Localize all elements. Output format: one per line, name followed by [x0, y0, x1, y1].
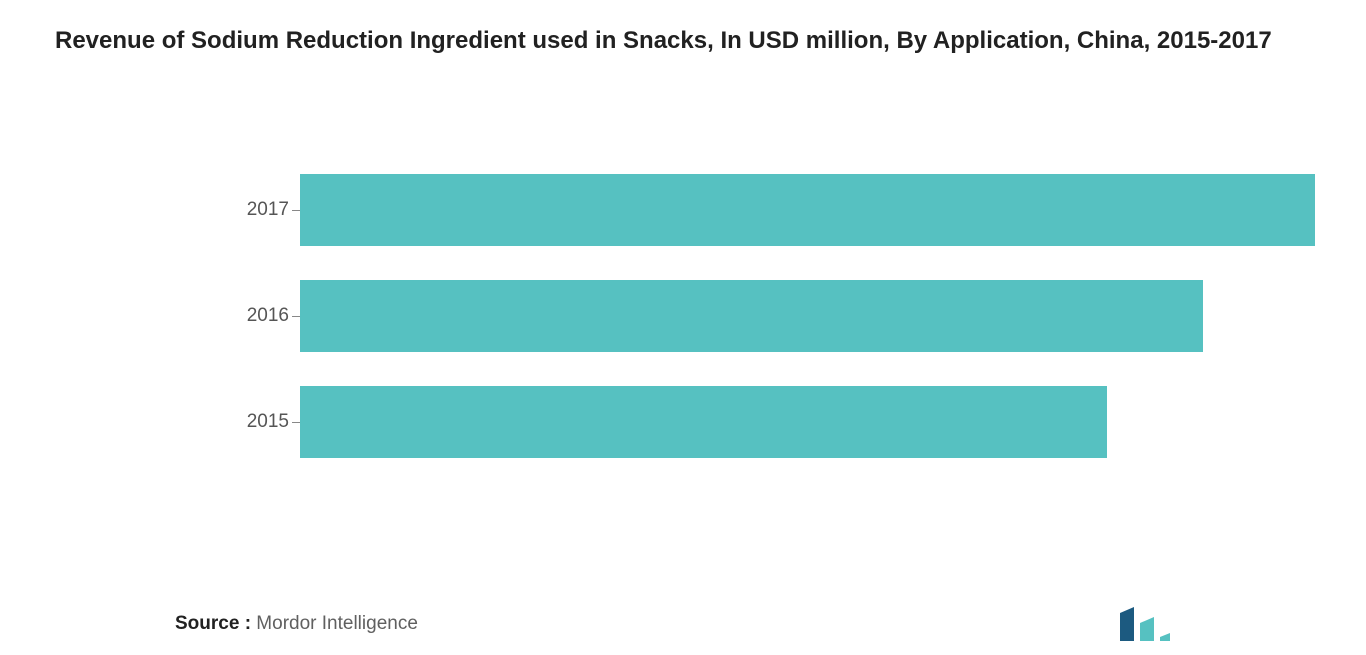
- y-axis-label: 2017: [209, 174, 289, 246]
- y-axis-label: 2015: [209, 386, 289, 458]
- axis-tick: [292, 210, 300, 211]
- axis-tick: [292, 316, 300, 317]
- chart-title: Revenue of Sodium Reduction Ingredient u…: [0, 20, 1366, 56]
- bar-2016: [300, 280, 1203, 352]
- source-value: Mordor Intelligence: [251, 613, 418, 634]
- y-axis-label: 2016: [209, 280, 289, 352]
- mordor-logo-icon: [1120, 607, 1170, 641]
- bar-2017: [300, 174, 1315, 246]
- axis-tick: [292, 422, 300, 423]
- plot-area: 2017 2016 2015: [300, 156, 1315, 516]
- bar-row: [300, 280, 1203, 352]
- source-label: Source :: [175, 613, 251, 634]
- bar-row: [300, 386, 1107, 458]
- bar-2015: [300, 386, 1107, 458]
- bar-row: [300, 174, 1315, 246]
- source-line: Source : Mordor Intelligence: [175, 613, 418, 635]
- chart-container: Revenue of Sodium Reduction Ingredient u…: [0, 0, 1366, 655]
